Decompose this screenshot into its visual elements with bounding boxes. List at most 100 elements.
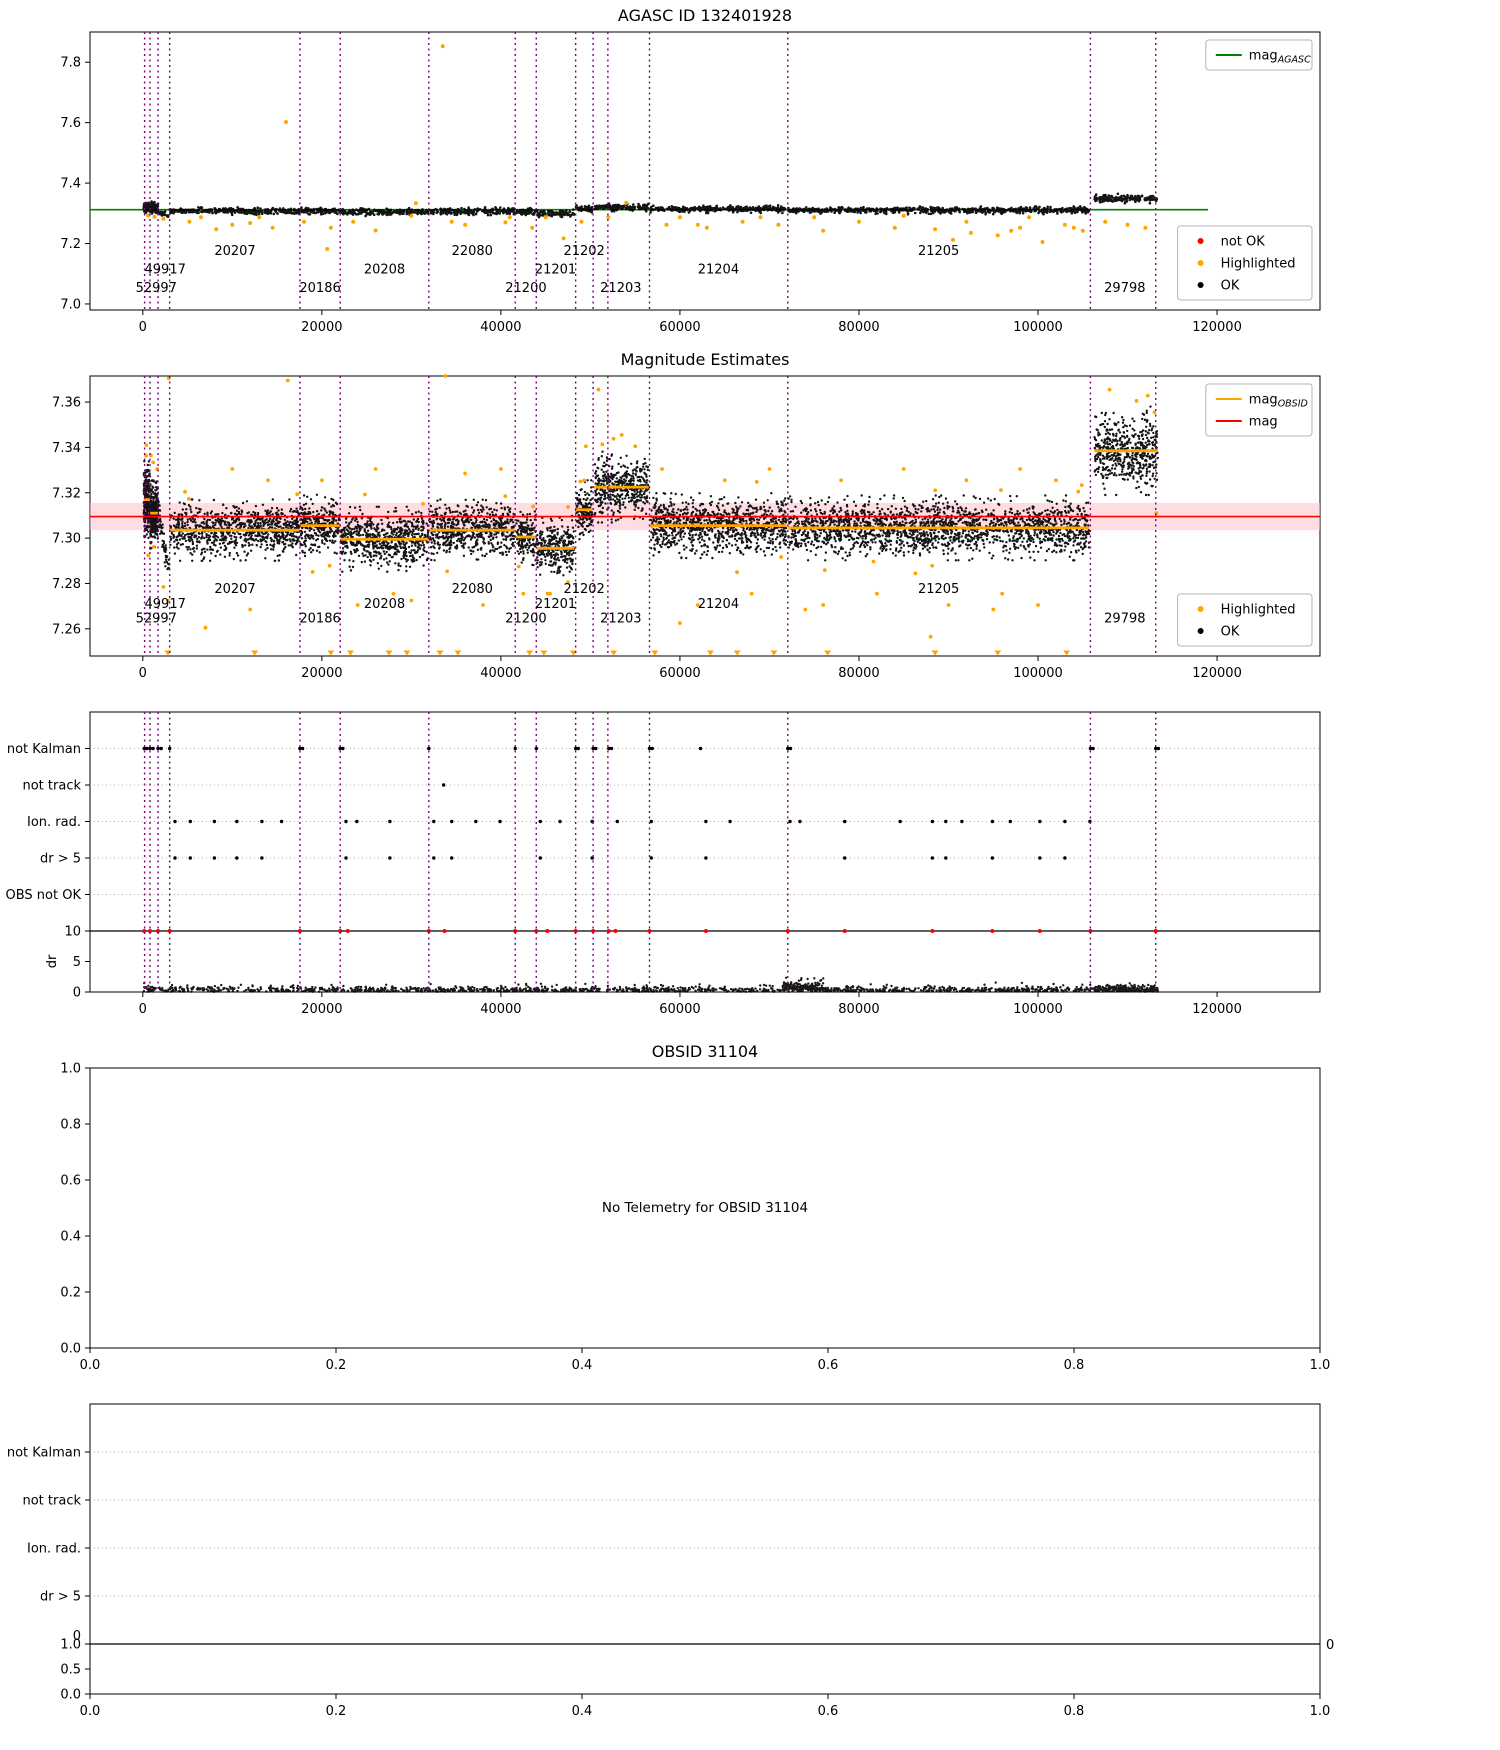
panel1-title: AGASC ID 132401928 xyxy=(617,6,793,25)
flag-category-label: not track xyxy=(22,1494,81,1509)
dr-tick-label: 10 xyxy=(64,925,81,940)
obsid-label: 49917 xyxy=(145,262,186,277)
axes-box xyxy=(89,31,1321,311)
y-tick-label: 7.0 xyxy=(60,297,81,312)
small-axis-tick-label: 0.0 xyxy=(60,1688,81,1703)
x-tick-label: 0 xyxy=(139,1002,147,1017)
small-axis-tick-label: 0.5 xyxy=(60,1663,81,1678)
x-tick-label: 80000 xyxy=(838,320,879,335)
obsid-label: 21204 xyxy=(698,262,739,277)
x-tick-label: 0.2 xyxy=(326,1358,347,1373)
panel-agasc-mag: 7.0 7.2 7.4 7.6 7.8 0 20000 40000 60000 80000 1000… xyxy=(60,31,1321,335)
legend-label: mag xyxy=(1249,415,1278,430)
no-telemetry-message: No Telemetry for OBSID 31104 xyxy=(601,1200,809,1216)
obsid-label: 21203 xyxy=(600,281,641,296)
dr-tick-label: 0 xyxy=(73,986,81,1001)
obsid-label: 29798 xyxy=(1104,612,1145,627)
obsid-label: 21204 xyxy=(698,597,739,612)
clipped-low-marker xyxy=(610,650,618,656)
x-tick-label: 0.4 xyxy=(572,1358,593,1373)
flag-category-label: Ion. rad. xyxy=(27,815,81,830)
legend: magAGASC xyxy=(1205,39,1313,71)
obsid-label: 22080 xyxy=(452,244,493,259)
clipped-low-marker xyxy=(1063,650,1071,656)
y-tick-label: 7.30 xyxy=(52,532,81,547)
x-tick-label: 60000 xyxy=(659,320,700,335)
clipped-low-marker xyxy=(824,650,832,656)
obsid-label: 21200 xyxy=(505,612,546,627)
obsid-label: 20208 xyxy=(364,262,405,277)
clipped-low-marker xyxy=(403,650,411,656)
obsid-label: 52997 xyxy=(136,281,177,296)
obsid-label: 21201 xyxy=(535,262,576,277)
clipped-low-marker xyxy=(706,650,714,656)
clipped-low-marker xyxy=(327,650,335,656)
x-tick-label: 0.2 xyxy=(326,1704,347,1719)
x-tick-label: 120000 xyxy=(1192,320,1242,335)
x-tick-label: 60000 xyxy=(659,666,700,681)
x-tick-label: 0.0 xyxy=(80,1704,101,1719)
x-tick-label: 0.0 xyxy=(80,1358,101,1373)
clipped-low-marker xyxy=(251,650,259,656)
x-tick-label: 20000 xyxy=(301,320,342,335)
dr-axis-label: dr xyxy=(45,954,60,968)
y-tick-label: 0.4 xyxy=(60,1230,81,1245)
legend: not OK Highlighted OK xyxy=(1177,225,1313,301)
axes-box xyxy=(89,1067,1321,1349)
obsid-label: 21205 xyxy=(918,244,959,259)
legend-label: Highlighted xyxy=(1221,257,1296,272)
obsid-label: 20186 xyxy=(299,281,340,296)
y-tick-label: 7.34 xyxy=(52,441,81,456)
flag-category-label: dr > 5 xyxy=(40,1590,81,1605)
obsid-label: 21200 xyxy=(505,281,546,296)
flag-category-label: not Kalman xyxy=(7,1446,81,1461)
y-tick-label: 0.8 xyxy=(60,1118,81,1133)
y-tick-label: 7.36 xyxy=(52,396,81,411)
x-tick-label: 80000 xyxy=(838,666,879,681)
y-tick-label: 7.2 xyxy=(60,237,81,252)
x-tick-label: 20000 xyxy=(301,666,342,681)
flag-category-label: Ion. rad. xyxy=(27,1542,81,1557)
obsid-label: 22080 xyxy=(452,582,493,597)
panel-obsid-telemetry: 0.0 0.2 0.4 0.6 0.8 1.0 0.0 0.2 0.4 0.6 0.8 1.0 xyxy=(60,1062,1330,1374)
legend-label: not OK xyxy=(1221,235,1266,250)
x-tick-label: 40000 xyxy=(480,1002,521,1017)
x-tick-label: 1.0 xyxy=(1310,1704,1331,1719)
flag-category-label: dr > 5 xyxy=(40,852,81,867)
x-tick-label: 60000 xyxy=(659,1002,700,1017)
clipped-low-marker xyxy=(770,650,778,656)
panel4-title: OBSID 31104 xyxy=(651,1042,759,1061)
axes-box xyxy=(89,1403,1321,1695)
axes-box xyxy=(89,711,1321,993)
obsid-label: 20208 xyxy=(364,597,405,612)
obsid-label: 20207 xyxy=(214,244,255,259)
y-tick-label: 0.2 xyxy=(60,1286,81,1301)
y-tick-label: 7.8 xyxy=(60,56,81,71)
obsid-label: 29798 xyxy=(1104,281,1145,296)
y-tick-label: 1.0 xyxy=(60,1062,81,1077)
x-tick-label: 120000 xyxy=(1192,1002,1242,1017)
flag-category-label: not Kalman xyxy=(7,742,81,757)
x-tick-label: 0 xyxy=(139,666,147,681)
y-tick-label: 7.28 xyxy=(52,577,81,592)
panel-flags: 0 20000 40000 60000 80000 100000 120000 not Kal… xyxy=(6,711,1321,1017)
panel2-title: Magnitude Estimates xyxy=(620,350,790,369)
x-tick-label: 20000 xyxy=(301,1002,342,1017)
y-tick-label: 0.6 xyxy=(60,1174,81,1189)
x-tick-label: 0.8 xyxy=(1064,1704,1085,1719)
obsid-label: 20207 xyxy=(214,582,255,597)
y-tick-label: 0.0 xyxy=(60,1342,81,1357)
x-tick-label: 80000 xyxy=(838,1002,879,1017)
corner-zero-left: 0 xyxy=(73,1629,81,1644)
clipped-low-marker xyxy=(931,650,939,656)
x-tick-label: 100000 xyxy=(1013,666,1063,681)
panel-empty-flags: 0.0 0.2 0.4 0.6 0.8 1.0 not Kalman not track Ion… xyxy=(7,1403,1334,1719)
obsid-label: 21202 xyxy=(563,582,604,597)
clipped-low-marker xyxy=(385,650,393,656)
x-tick-label: 40000 xyxy=(480,666,521,681)
x-tick-label: 0.4 xyxy=(572,1704,593,1719)
y-tick-label: 7.6 xyxy=(60,116,81,131)
flag-category-label: OBS not OK xyxy=(6,888,82,903)
